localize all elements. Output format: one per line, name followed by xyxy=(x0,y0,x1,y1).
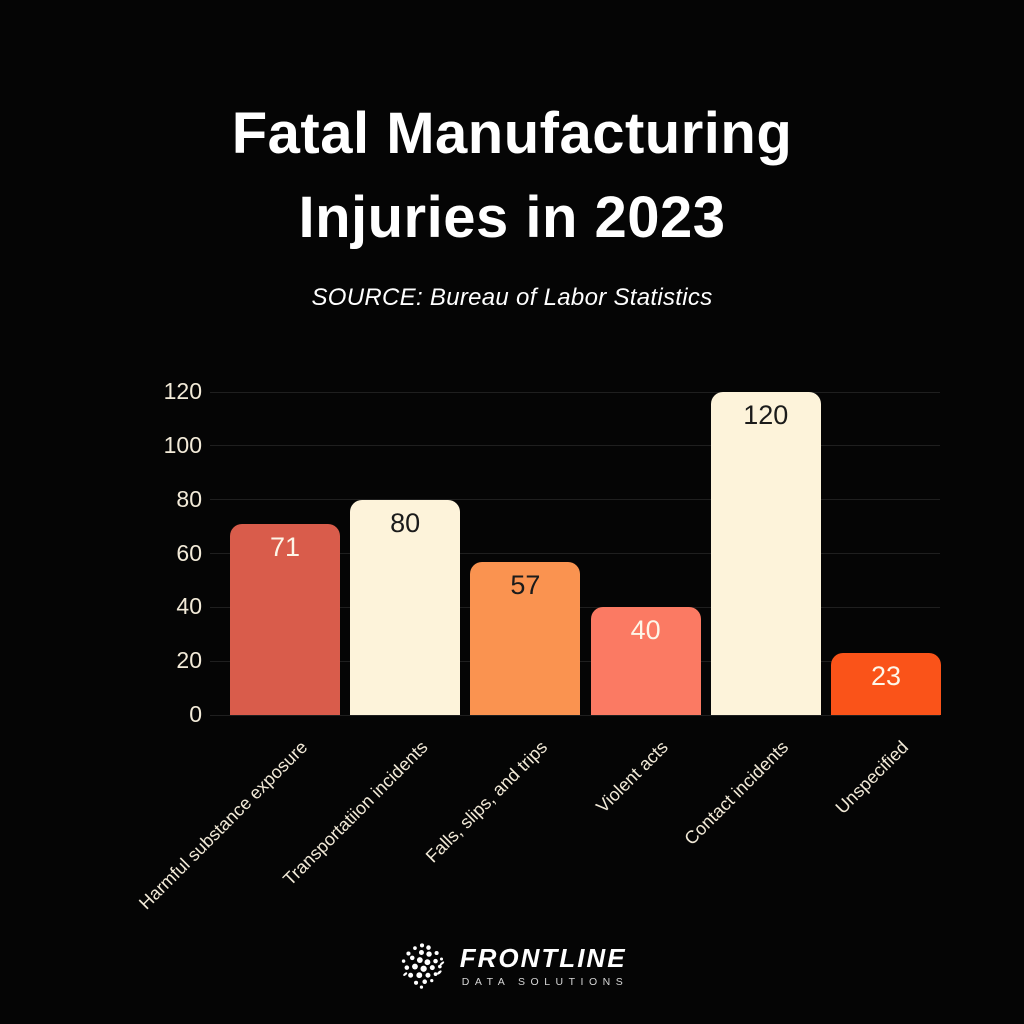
bar-3: 40 xyxy=(590,607,701,715)
source-subtitle: SOURCE: Bureau of Labor Statistics xyxy=(311,284,713,311)
logo-wordmark: FRONTLINE DATA SOLUTIONS xyxy=(460,945,628,988)
y-tick-label: 20 xyxy=(176,647,202,674)
brand-subtitle: DATA SOLUTIONS xyxy=(461,975,629,988)
gridline-y-0 xyxy=(210,714,940,716)
bar-value-label: 57 xyxy=(510,569,541,600)
dotted-globe-icon xyxy=(401,943,444,989)
y-tick-label: 0 xyxy=(189,701,202,727)
brand-name: FRONTLINE xyxy=(459,942,627,973)
bar-0: 71 xyxy=(230,523,340,715)
x-tick-label: Contact incidents xyxy=(680,737,792,849)
x-tick-label: Falls, slips, and trips xyxy=(422,737,552,867)
x-tick-label: Unspecified xyxy=(831,737,913,818)
bar-value-label: 71 xyxy=(269,531,301,562)
footer-logo: FRONTLINE DATA SOLUTIONS xyxy=(0,938,1024,994)
bar-4: 120 xyxy=(710,392,821,715)
x-tick-label: Violent acts xyxy=(592,737,672,817)
title-line-2: Injuries in 2023 xyxy=(298,185,726,251)
bar-value-label: 23 xyxy=(870,661,902,692)
bar-1: 80 xyxy=(350,499,461,715)
x-tick-label: Harmful substance exposure xyxy=(134,737,312,914)
gridline-y-60 xyxy=(210,553,940,554)
y-tick-label: 80 xyxy=(176,485,202,512)
gridline-y-120 xyxy=(210,391,940,393)
y-tick-label: 60 xyxy=(176,539,202,566)
bar-2: 57 xyxy=(470,561,581,715)
page-title: Fatal Manufacturing Injuries in 2023 xyxy=(0,92,1024,260)
gridline-y-100 xyxy=(210,445,940,447)
bar-5: 23 xyxy=(831,653,941,715)
y-tick-label: 100 xyxy=(163,431,202,458)
bar-value-label: 80 xyxy=(390,507,421,538)
gridline-y-80 xyxy=(210,499,940,501)
bar-value-label: 40 xyxy=(630,615,661,646)
bar-value-label: 120 xyxy=(743,400,789,430)
y-tick-label: 120 xyxy=(163,378,202,404)
y-tick-label: 40 xyxy=(176,593,202,620)
title-line-1: Fatal Manufacturing xyxy=(231,101,793,166)
